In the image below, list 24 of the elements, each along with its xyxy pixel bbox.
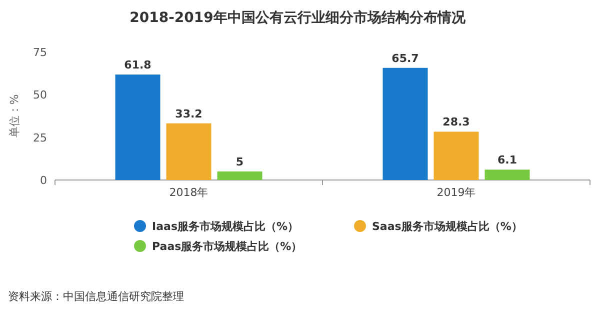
chart-title: 2018-2019年中国公有云行业细分市场结构分布情况 bbox=[130, 9, 466, 26]
bar bbox=[484, 170, 530, 180]
x-tick-label: 2018年 bbox=[169, 186, 208, 199]
data-label: 5 bbox=[236, 155, 244, 168]
data-label: 28.3 bbox=[442, 116, 470, 129]
text: 资料来源：中国信息通信研究院整理 bbox=[8, 290, 184, 303]
legend-label: Paas服务市场规模占比（%） bbox=[152, 240, 302, 253]
y-tick-label: 25 bbox=[33, 131, 47, 144]
data-label: 6.1 bbox=[498, 154, 517, 167]
y-tick-label: 0 bbox=[40, 174, 47, 187]
bar bbox=[217, 171, 262, 180]
y-tick-label: 75 bbox=[33, 46, 47, 59]
bar bbox=[434, 132, 479, 180]
y-axis-title: 单位：% bbox=[8, 94, 21, 138]
bar bbox=[166, 123, 212, 180]
data-label: 61.8 bbox=[124, 58, 152, 72]
bar bbox=[382, 68, 428, 180]
y-tick-label: 50 bbox=[33, 88, 47, 102]
bar bbox=[115, 74, 160, 180]
x-tick-label: 2019年 bbox=[436, 186, 476, 199]
legend-label: Iaas服务市场规模占比（%） bbox=[152, 220, 299, 233]
data-label: 65.7 bbox=[392, 52, 419, 65]
data-label: 33.2 bbox=[175, 107, 202, 120]
legend-label: Saas服务市场规模占比（%） bbox=[372, 220, 522, 233]
